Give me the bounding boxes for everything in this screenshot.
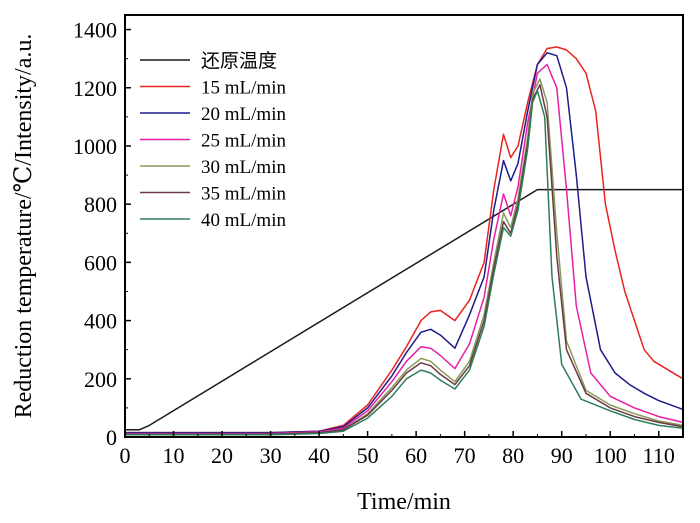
series-line-1 [125, 46, 684, 434]
x-tick-label: 10 [163, 443, 185, 468]
x-tick-label: 110 [643, 443, 675, 468]
series-line-6 [125, 89, 684, 436]
series-line-5 [125, 84, 684, 435]
legend-label-3: 25 mL/min [201, 131, 286, 152]
legend-label-2: 20 mL/min [201, 104, 286, 125]
x-tick-label: 80 [502, 443, 524, 468]
y-tick-label: 200 [84, 367, 117, 392]
series-layer [125, 46, 684, 436]
legend: 还原温度 15 mL/min 20 mL/min 25 mL/min 30 mL/min… [140, 50, 286, 231]
legend-label-1: 15 mL/min [201, 78, 286, 99]
series-line-0 [125, 188, 683, 431]
legend-label-6: 40 mL/min [201, 210, 286, 231]
x-tick-label: 70 [454, 443, 476, 468]
x-tick-label: 90 [551, 443, 573, 468]
series-line-2 [125, 52, 684, 434]
y-tick-label: 1000 [73, 134, 117, 159]
y-tick-label: 1400 [73, 18, 117, 43]
x-tick-label: 20 [211, 443, 233, 468]
series-line-4 [125, 78, 684, 435]
x-tick-label: 0 [120, 443, 131, 468]
y-tick-label: 1200 [73, 76, 117, 101]
y-tick-label: 400 [84, 309, 117, 334]
legend-label-4: 30 mL/min [201, 157, 286, 178]
legend-label-5: 35 mL/min [201, 184, 286, 205]
y-tick-label: 800 [84, 192, 117, 217]
x-tick-label: 40 [308, 443, 330, 468]
y-axis-title: Reduction temperature/℃/Intensity/a.u. [11, 34, 37, 419]
plot-frame [124, 14, 684, 438]
ticks-layer: 0 10 20 30 40 50 60 70 80 90 100 110 0 200 400 600 800 10… [73, 18, 675, 468]
series-line-3 [125, 63, 684, 435]
y-tick-label: 0 [106, 425, 117, 450]
x-axis-title: Time/min [357, 489, 451, 515]
legend-label-0: 还原温度 [201, 50, 277, 72]
x-tick-label: 60 [405, 443, 427, 468]
x-tick-label: 30 [260, 443, 282, 468]
y-tick-label: 600 [84, 250, 117, 275]
x-tick-label: 50 [357, 443, 379, 468]
x-tick-label: 100 [594, 443, 627, 468]
